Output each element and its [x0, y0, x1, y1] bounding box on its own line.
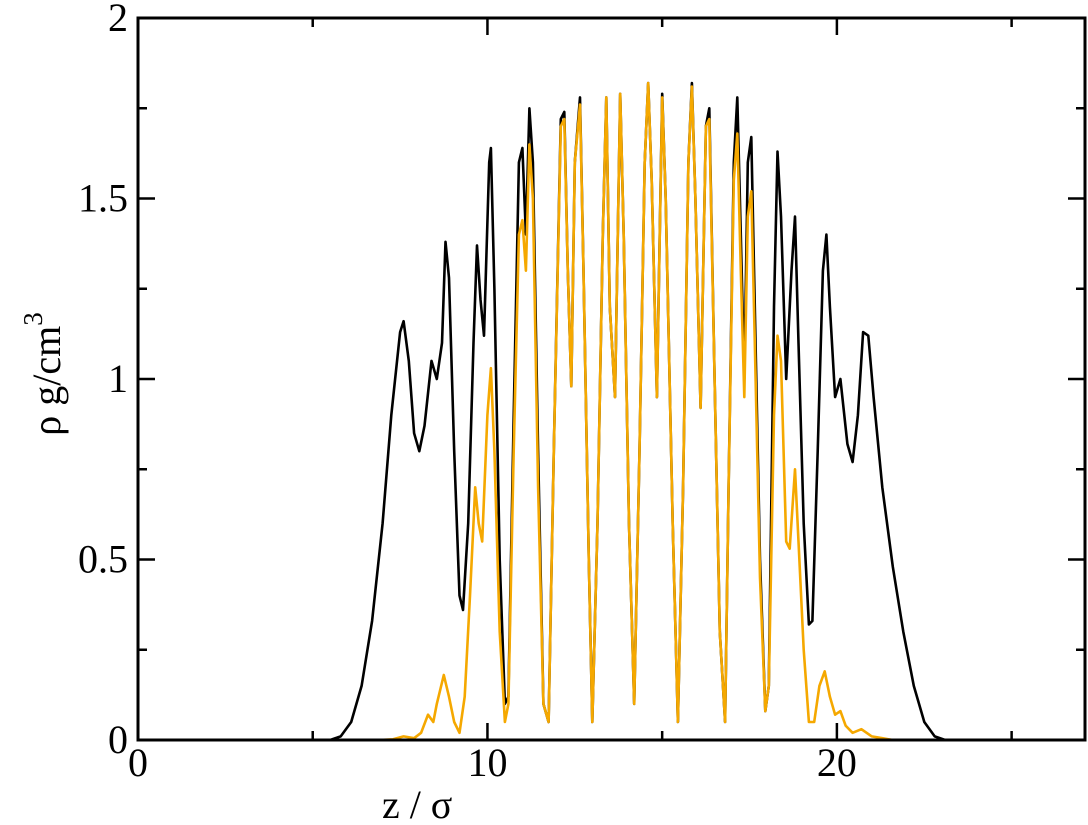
x-axis-title: z / σ: [382, 782, 452, 825]
x-tick-label: 20: [817, 740, 857, 785]
plot-frame: [136, 16, 1087, 742]
ticks-layer: [136, 16, 1085, 742]
series-layer: [138, 81, 1085, 742]
y-tick-label: 1.5: [78, 176, 128, 221]
x-tick-label: 0: [128, 740, 148, 785]
series-line-2: [138, 81, 1085, 742]
y-tick-label: 0: [108, 717, 128, 762]
y-tick-label: 0.5: [78, 537, 128, 582]
tick-labels-layer: 0 10 20 0 0.5 1 1.5 2: [78, 0, 857, 785]
y-axis-title-superscript: 3: [18, 312, 48, 326]
series-line-1: [138, 81, 1085, 742]
x-tick-label: 10: [467, 740, 507, 785]
y-axis-title: ρ g/cm3: [18, 312, 69, 435]
y-axis-title-main: ρ g/cm: [24, 326, 69, 436]
y-tick-label: 1: [108, 356, 128, 401]
y-tick-label: 2: [108, 0, 128, 40]
